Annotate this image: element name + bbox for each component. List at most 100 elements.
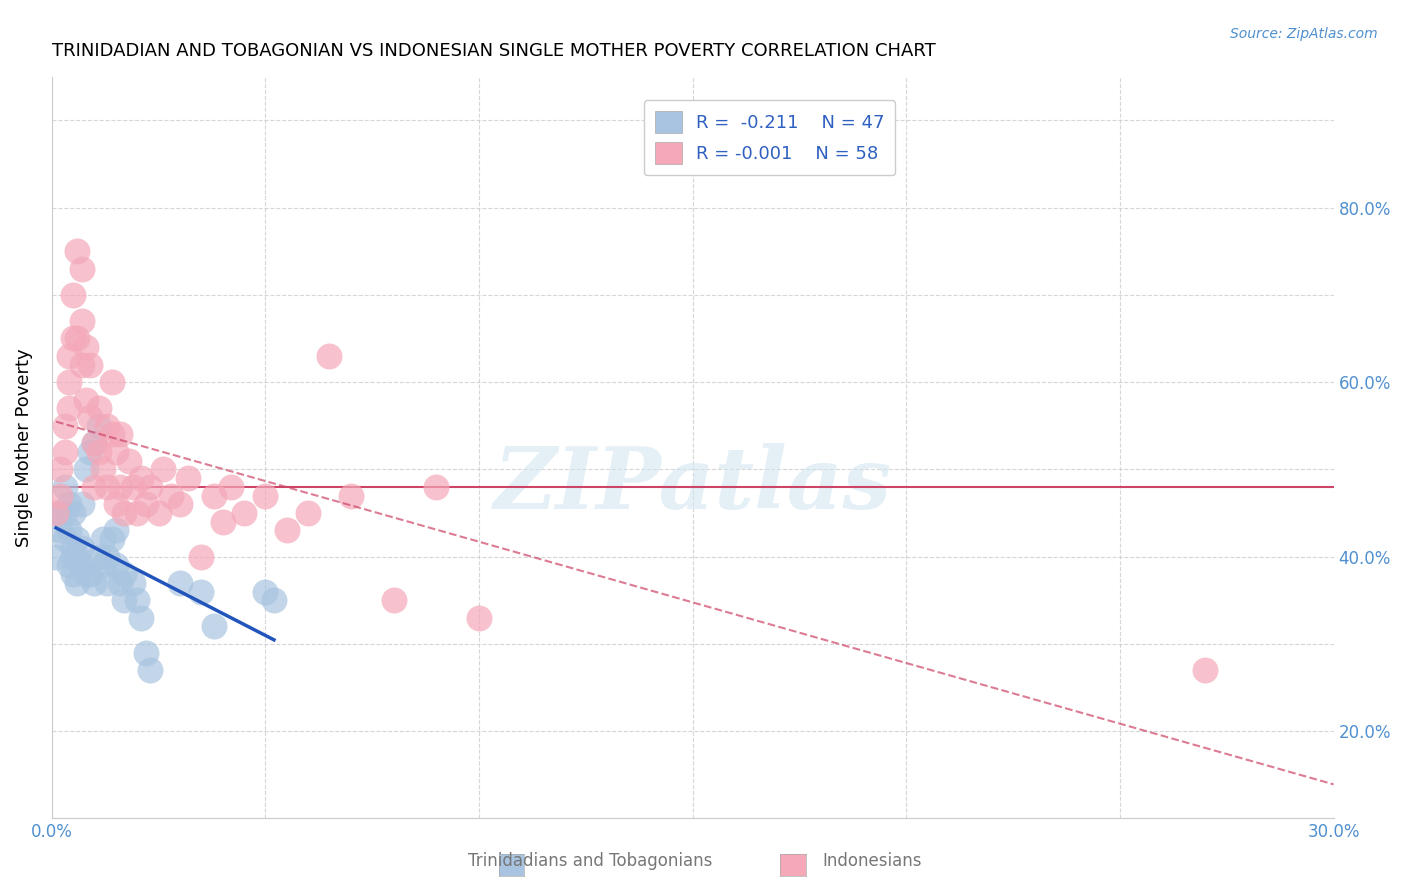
Point: [96, 549, 118, 564]
Point: [49, 489, 72, 503]
Point: [211, 515, 233, 529]
Point: [122, 575, 145, 590]
Point: [135, 497, 157, 511]
Point: [468, 611, 491, 625]
Point: [139, 663, 162, 677]
Point: [160, 489, 183, 503]
Point: [190, 584, 212, 599]
Point: [297, 506, 319, 520]
Text: Source: ZipAtlas.com: Source: ZipAtlas.com: [1230, 27, 1378, 41]
Point: [135, 646, 157, 660]
Point: [219, 480, 242, 494]
Point: [70, 558, 93, 573]
Point: [91, 532, 114, 546]
Point: [62, 506, 84, 520]
Point: [70, 358, 93, 372]
Point: [83, 480, 105, 494]
Point: [233, 506, 256, 520]
Point: [139, 480, 162, 494]
Point: [96, 418, 118, 433]
Point: [202, 619, 225, 633]
Point: [104, 497, 127, 511]
Point: [131, 471, 153, 485]
Point: [148, 506, 170, 520]
Point: [91, 558, 114, 573]
Point: [263, 593, 285, 607]
Point: [112, 506, 135, 520]
Text: ZIPatlas: ZIPatlas: [494, 442, 891, 526]
Point: [318, 349, 340, 363]
Point: [169, 497, 191, 511]
Text: Trinidadians and Tobagonians: Trinidadians and Tobagonians: [468, 852, 713, 870]
Point: [100, 532, 122, 546]
Point: [202, 489, 225, 503]
Point: [70, 541, 93, 555]
Y-axis label: Single Mother Poverty: Single Mother Poverty: [15, 348, 32, 547]
Point: [104, 558, 127, 573]
Point: [58, 497, 80, 511]
Point: [58, 558, 80, 573]
Point: [100, 427, 122, 442]
Point: [66, 244, 89, 259]
Point: [62, 331, 84, 345]
Point: [152, 462, 174, 476]
Point: [58, 524, 80, 538]
Point: [66, 549, 89, 564]
Point: [127, 593, 149, 607]
Point: [49, 506, 72, 520]
Point: [131, 611, 153, 625]
Point: [70, 261, 93, 276]
Point: [45, 506, 67, 520]
Point: [108, 480, 131, 494]
Point: [169, 575, 191, 590]
Point: [70, 497, 93, 511]
Point: [53, 418, 76, 433]
Point: [58, 375, 80, 389]
Point: [87, 401, 110, 416]
Point: [62, 287, 84, 301]
Point: [66, 331, 89, 345]
Point: [62, 541, 84, 555]
Point: [177, 471, 200, 485]
Point: [53, 532, 76, 546]
Point: [96, 480, 118, 494]
Point: [91, 462, 114, 476]
Point: [75, 340, 97, 354]
Point: [49, 462, 72, 476]
Point: [66, 575, 89, 590]
Point: [112, 593, 135, 607]
Point: [45, 549, 67, 564]
Point: [75, 567, 97, 582]
Point: [108, 575, 131, 590]
Point: [100, 375, 122, 389]
Point: [104, 445, 127, 459]
Point: [382, 593, 405, 607]
Point: [276, 524, 298, 538]
Point: [96, 575, 118, 590]
Text: TRINIDADIAN AND TOBAGONIAN VS INDONESIAN SINGLE MOTHER POVERTY CORRELATION CHART: TRINIDADIAN AND TOBAGONIAN VS INDONESIAN…: [52, 42, 935, 60]
Point: [108, 427, 131, 442]
Point: [83, 575, 105, 590]
Point: [83, 436, 105, 450]
Point: [127, 506, 149, 520]
Point: [53, 506, 76, 520]
Text: Indonesians: Indonesians: [823, 852, 921, 870]
Point: [66, 532, 89, 546]
Point: [62, 549, 84, 564]
Point: [58, 401, 80, 416]
Point: [118, 453, 141, 467]
Point: [79, 409, 101, 424]
Point: [75, 392, 97, 407]
Point: [83, 436, 105, 450]
Point: [254, 584, 277, 599]
Point: [79, 445, 101, 459]
Point: [112, 567, 135, 582]
Point: [87, 445, 110, 459]
Point: [79, 358, 101, 372]
Point: [62, 567, 84, 582]
Point: [53, 445, 76, 459]
Point: [254, 489, 277, 503]
Point: [70, 314, 93, 328]
Legend: R =  -0.211    N = 47, R = -0.001    N = 58: R = -0.211 N = 47, R = -0.001 N = 58: [644, 101, 896, 175]
Point: [122, 480, 145, 494]
